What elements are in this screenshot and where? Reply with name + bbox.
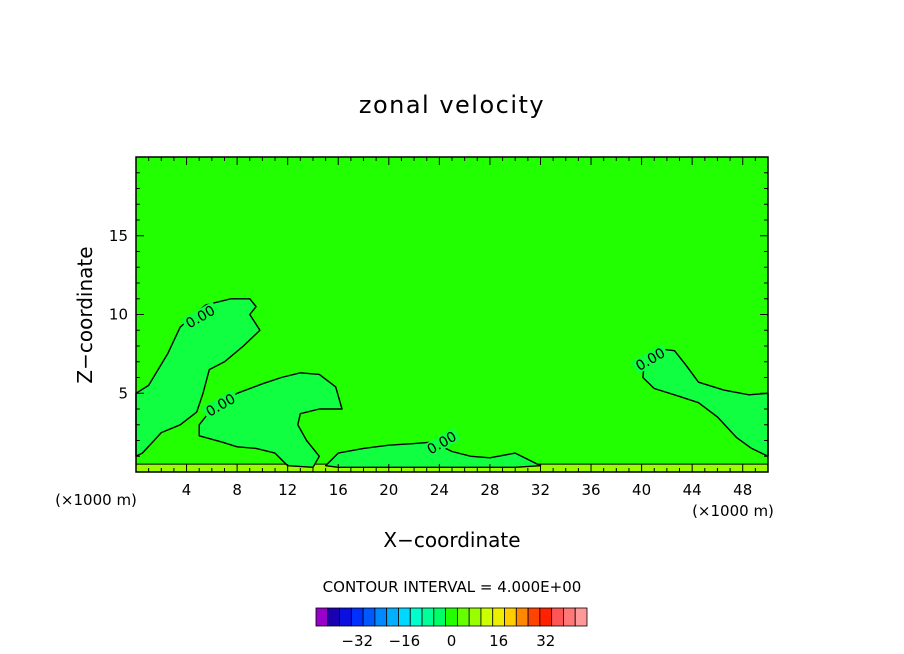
- x-tick-label: 44: [683, 481, 702, 499]
- x-tick-label: 28: [480, 481, 499, 499]
- colorbar-tick-label: 32: [536, 632, 555, 650]
- colorbar-tick-label: −16: [389, 632, 421, 650]
- colorbar-swatch: [527, 607, 541, 627]
- colorbar-tick-label: 16: [489, 632, 508, 650]
- colorbar-swatch: [456, 607, 470, 627]
- y-tick-label: 15: [109, 227, 128, 245]
- colorbar-swatch: [398, 607, 411, 627]
- y-axis-label: Z−coordinate: [73, 246, 97, 383]
- y-axis: 5 10 15: [109, 172, 768, 457]
- y-tick-label: 10: [109, 306, 128, 324]
- contour-label-bg: [631, 344, 670, 375]
- x-tick-label: 20: [379, 481, 398, 499]
- x-tick-label: 8: [232, 481, 242, 499]
- colorbar-swatch: [386, 607, 399, 627]
- contour-label-bg: [181, 301, 220, 332]
- x-tick-label: 4: [182, 481, 192, 499]
- colorbar-swatch: [374, 607, 388, 627]
- colorbar-tick-label: 0: [447, 632, 457, 650]
- colorbar-swatch: [492, 607, 505, 627]
- contour-labels: 0.000.000.000.00: [181, 301, 670, 458]
- colorbar-swatch: [315, 607, 329, 627]
- x-units-right: (×1000 m): [692, 502, 774, 520]
- colorbar-title: CONTOUR INTERVAL = 4.000E+00: [323, 578, 582, 596]
- colorbar-swatch: [433, 607, 447, 627]
- colorbar-swatch: [480, 607, 494, 627]
- x-tick-label: 16: [329, 481, 348, 499]
- x-tick-label: 40: [632, 481, 651, 499]
- x-tick-label: 24: [430, 481, 449, 499]
- chart-title: zonal velocity: [359, 91, 545, 119]
- colorbar-ticks: −32 −16 0 16 32: [341, 632, 555, 650]
- x-tick-label: 36: [581, 481, 600, 499]
- colorbar-swatch: [515, 607, 529, 627]
- colorbar-swatch: [409, 607, 423, 627]
- colorbar-swatch: [563, 607, 576, 627]
- x-tick-label: 48: [733, 481, 752, 499]
- colorbar-swatch: [539, 607, 553, 627]
- x-tick-label: 12: [278, 481, 297, 499]
- x-axis: 4 8 12 16 20 24 28 32 36 40 44 48: [148, 157, 756, 499]
- x-axis-label: X−coordinate: [383, 528, 520, 552]
- x-units-left: (×1000 m): [55, 491, 137, 509]
- colorbar-swatch: [468, 607, 482, 627]
- colorbar-swatch: [350, 607, 364, 627]
- colorbar-swatch: [504, 607, 517, 627]
- colorbar-tick-label: −32: [341, 632, 373, 650]
- contour-label-bg: [201, 389, 240, 420]
- colorbar: [315, 607, 588, 627]
- colorbar-swatch: [327, 607, 340, 627]
- x-tick-label: 32: [531, 481, 550, 499]
- colorbar-swatch: [339, 607, 352, 627]
- y-tick-label: 5: [118, 384, 128, 402]
- contour-label-bg: [422, 427, 461, 458]
- colorbar-swatch: [362, 607, 376, 627]
- colorbar-swatch: [421, 607, 435, 627]
- colorbar-swatch: [445, 607, 458, 627]
- colorbar-swatch: [574, 607, 588, 627]
- colorbar-swatch: [551, 607, 564, 627]
